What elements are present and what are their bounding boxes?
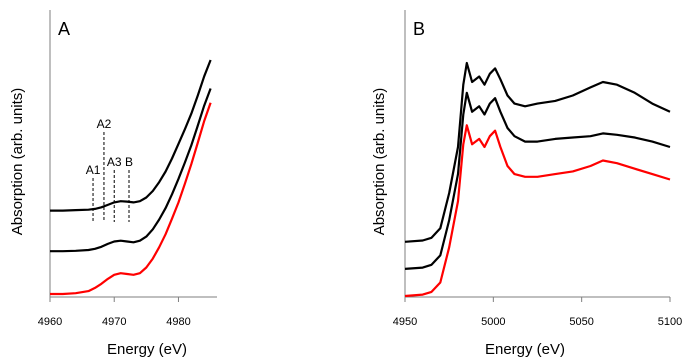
series-line-1 [404,61,671,243]
annotation-label: A2 [97,117,112,131]
panel-a: 4960 4970 4980 A Energy (eV) Absorption (arb.… [9,10,217,358]
series-line-2 [404,91,671,270]
x-tick-label: 5050 [569,316,593,328]
annotation-label: B [125,155,133,169]
x-tick-label: 5000 [481,316,505,328]
x-tick-label: 4950 [393,316,417,328]
y-axis-title: Absorption (arb. units) [9,88,26,236]
annotation-label: A3 [107,155,122,169]
series-line-3 [50,102,212,296]
x-tick-label: 4980 [166,316,190,328]
series-line-2 [50,88,212,253]
panel-b: 4950 5000 5050 5100 B Energy (eV) Absorption (… [371,10,682,358]
x-tick-label: 5100 [658,316,682,328]
x-axis-title: Energy (eV) [107,341,187,358]
panel-label: A [58,19,70,39]
x-tick-label: 4970 [102,316,126,328]
x-axis-title: Energy (eV) [485,341,565,358]
x-tick-label: 4960 [38,316,62,328]
y-axis-title: Absorption (arb. units) [371,88,388,236]
panel-label: B [413,19,425,39]
series-line-1 [50,59,212,212]
annotation-label: A1 [86,163,101,177]
series-line-3 [404,124,671,298]
